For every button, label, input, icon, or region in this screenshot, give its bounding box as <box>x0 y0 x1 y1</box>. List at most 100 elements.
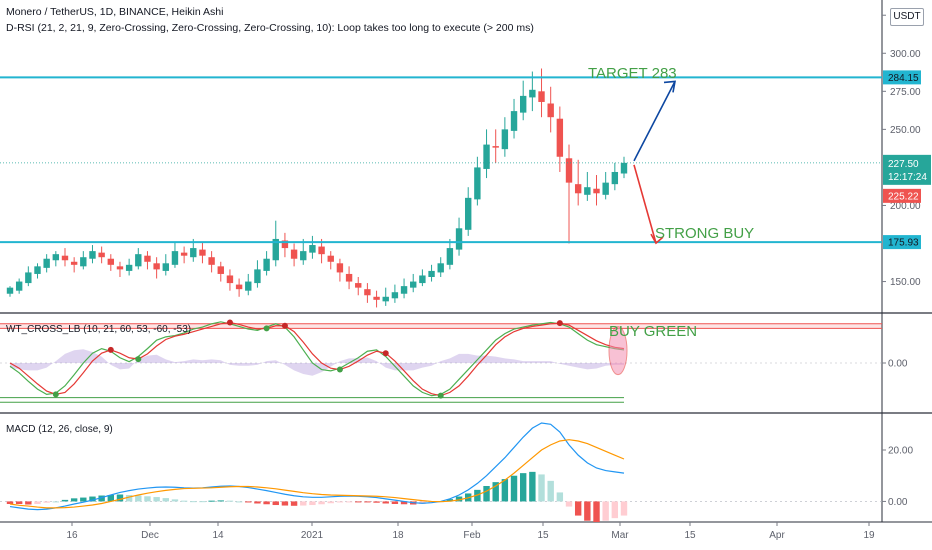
macd-histogram-bar <box>345 501 353 503</box>
candle-down <box>226 275 234 284</box>
candle-up <box>254 269 261 284</box>
wt-bear-cross-dot <box>281 322 288 329</box>
candle-down <box>336 263 344 273</box>
buy-arrow-head <box>650 233 664 245</box>
macd-histogram-bar <box>538 474 545 502</box>
buy-arrow <box>633 164 657 244</box>
candle-down <box>593 188 600 194</box>
macd-histogram-bar <box>98 495 105 502</box>
candle-up <box>43 258 50 268</box>
low-price-badge: 175.93 <box>888 238 919 249</box>
macd-histogram-bar <box>208 500 215 502</box>
candle-down <box>217 266 224 274</box>
macd-histogram-bar <box>281 501 289 506</box>
candle-down <box>98 252 105 258</box>
macd-histogram-bar <box>153 497 160 502</box>
macd-histogram-bar <box>428 501 435 503</box>
candle-down <box>364 289 371 296</box>
price-tick-label: 250.00 <box>890 125 921 136</box>
wt-bear-cross-dot <box>382 350 389 357</box>
macd-histogram-bar <box>602 501 609 521</box>
macd-histogram-bar <box>43 501 50 503</box>
time-tick-label: 15 <box>537 530 549 541</box>
candle-up <box>483 144 490 169</box>
wt-overbought-band <box>0 323 882 329</box>
macd-panel-title: MACD (12, 26, close, 9) <box>6 424 113 435</box>
macd-histogram-bar <box>455 496 463 502</box>
macd-histogram-bar <box>593 501 600 522</box>
candle-up <box>419 275 426 284</box>
target-arrow <box>633 81 676 162</box>
macd-histogram-bar <box>245 501 252 503</box>
candle-down <box>235 284 243 290</box>
macd-histogram-bar <box>116 494 124 502</box>
macd-histogram-bar <box>309 501 316 506</box>
macd-histogram-bar <box>61 499 69 502</box>
candle-up <box>263 258 270 271</box>
candle-up <box>465 197 472 230</box>
red-price-badge-bg <box>883 188 921 203</box>
time-tick-label: Apr <box>769 530 785 541</box>
macd-histogram-bar <box>263 501 270 505</box>
candle-down <box>355 283 362 288</box>
macd-histogram-bar <box>89 496 96 502</box>
macd-histogram-bar <box>254 501 261 504</box>
macd-histogram-bar <box>34 501 41 504</box>
macd-histogram-bar <box>300 501 307 506</box>
candle-down <box>116 266 124 270</box>
time-tick-label: 14 <box>212 530 224 541</box>
wt-bull-cross-dot <box>336 366 343 373</box>
price-tick-label: 300.00 <box>890 49 921 60</box>
candle-up <box>272 238 279 261</box>
currency-button[interactable]: USDT <box>890 8 924 26</box>
macd-histogram-bar <box>290 501 298 506</box>
wt-tick-label: 0.00 <box>888 359 908 370</box>
macd-histogram-bar <box>556 492 564 502</box>
macd-histogram-bar <box>190 501 197 503</box>
buy-highlight-ellipse <box>608 326 628 376</box>
candle-down <box>281 240 289 249</box>
candle-down <box>107 258 115 265</box>
candle-up <box>309 245 316 253</box>
indicator-legend[interactable]: D-RSI (21, 2, 21, 9, Zero-Crossing, Zero… <box>6 22 534 34</box>
macd-histogram-bar <box>364 501 371 503</box>
time-tick-label: 2021 <box>301 530 324 541</box>
time-tick-label: Feb <box>463 530 481 541</box>
macd-histogram-bar <box>217 500 224 502</box>
target-annotation: TARGET 283 <box>588 65 677 82</box>
macd-histogram-bar <box>107 495 115 502</box>
macd-histogram-bar <box>336 501 344 503</box>
time-tick-label: 16 <box>66 530 78 541</box>
wt-bull-cross-dot <box>437 392 444 399</box>
candle-down <box>144 255 151 262</box>
candle-up <box>428 270 435 277</box>
time-tick-label: 19 <box>863 530 875 541</box>
macd-tick-label: 0.00 <box>888 497 908 508</box>
candle-up <box>519 95 527 113</box>
candle-up <box>602 182 609 195</box>
red-price-badge: 225.22 <box>888 191 919 202</box>
candle-up <box>437 263 444 273</box>
macd-histogram-bar <box>611 501 619 519</box>
macd-histogram-bar <box>519 473 527 502</box>
candle-up <box>25 272 32 284</box>
macd-histogram-bar <box>162 498 169 502</box>
wt-bull-cross-dot <box>135 356 142 363</box>
macd-histogram-bar <box>180 500 188 502</box>
candle-up <box>474 167 481 200</box>
candle-down <box>556 118 564 157</box>
candle-down <box>61 255 69 261</box>
time-tick-label: 18 <box>392 530 404 541</box>
macd-histogram-bar <box>327 501 334 504</box>
macd-histogram-bar <box>226 500 234 502</box>
symbol-legend[interactable]: Monero / TetherUS, 1D, BINANCE, Heikin A… <box>6 6 224 18</box>
macd-line <box>9 422 625 511</box>
macd-histogram-bar <box>80 497 87 502</box>
signal-line <box>9 439 625 509</box>
macd-histogram-bar <box>483 486 490 502</box>
candle-down <box>318 246 325 255</box>
candle-down <box>208 257 215 265</box>
wt-bull-cross-dot <box>263 325 270 332</box>
candle-down <box>345 273 353 282</box>
